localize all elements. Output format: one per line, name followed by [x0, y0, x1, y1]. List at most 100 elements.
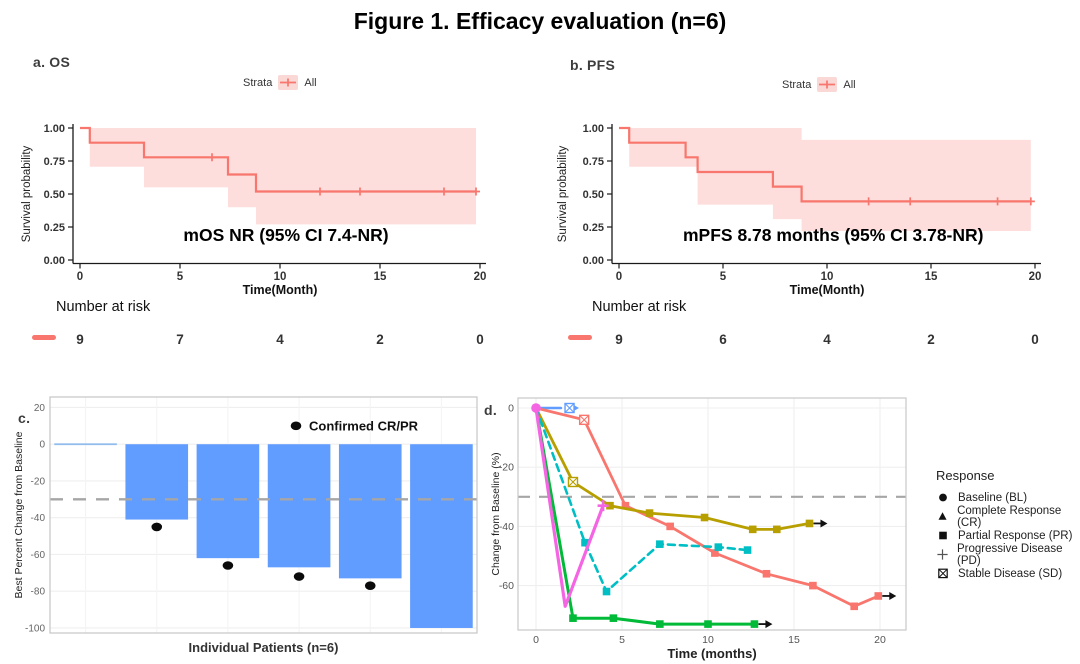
- x-axis-title: Time(Month): [790, 283, 865, 297]
- legend-item-square: Partial Response (PR): [936, 526, 1080, 545]
- marker-stable-disease-x: [579, 414, 590, 425]
- y-axis-title: Survival probability: [21, 145, 33, 242]
- legend-item-plus: Progressive Disease (PD): [936, 542, 1080, 567]
- marker-partial-response: [762, 569, 771, 578]
- marker-partial-response: [581, 538, 589, 547]
- marker-partial-response: [750, 620, 759, 628]
- y-tick-label: 1.00: [583, 123, 604, 135]
- plus-icon: [937, 549, 948, 560]
- km-curve: [619, 126, 1031, 203]
- square-icon: [939, 531, 947, 540]
- risk-number: 6: [719, 332, 727, 347]
- marker-partial-response: [711, 549, 719, 557]
- x-axis-title: Time (months): [667, 646, 756, 661]
- y-tick-label: 0: [508, 403, 514, 415]
- x-axis-title: Time(Month): [243, 283, 318, 297]
- x-tick-label: 10: [821, 271, 834, 283]
- ongoing-arrow-head: [765, 620, 773, 629]
- stable-disease-glyph-x: [938, 568, 948, 578]
- censor-mark: [472, 187, 480, 196]
- plot-frame: [517, 397, 907, 631]
- spider-chart: 0 5 10 15 20 0 -20 -40 -60 Time (months) Change fr…: [491, 382, 916, 664]
- x-tick-label: 5: [720, 271, 727, 283]
- x-tick-label: 15: [788, 634, 800, 646]
- legend-dot: [290, 421, 302, 431]
- y-tick-label: -80: [31, 587, 46, 598]
- partial-response-glyph: [939, 531, 947, 540]
- plot-frame: [49, 396, 478, 634]
- legend-label: Confirmed CR/PR: [309, 418, 419, 433]
- circle-icon: [939, 493, 947, 502]
- panel-a-letter: a.: [33, 54, 46, 70]
- marker-partial-response: [609, 614, 618, 622]
- strata-key-glyph: [817, 77, 838, 92]
- x-tick-label: 20: [874, 634, 886, 646]
- censor-mark: [906, 197, 915, 206]
- marker-partial-response: [874, 592, 883, 600]
- legend-item-label: Baseline (BL): [958, 491, 1028, 504]
- confirmed-response-dot: [222, 561, 234, 570]
- baseline-glyph: [939, 493, 947, 502]
- marker-partial-response: [569, 614, 577, 622]
- median-annotation: mOS NR (95% CI 7.4-NR): [183, 225, 388, 245]
- baseline-point: [531, 403, 541, 413]
- y-tick-label: -60: [31, 550, 46, 561]
- ongoing-arrow-head: [889, 591, 897, 600]
- confirmed-response-dot: [293, 572, 305, 581]
- censor-mark: [1026, 197, 1035, 206]
- km-curve: [80, 126, 476, 193]
- marker-partial-response: [850, 602, 858, 611]
- x-tick-label: 20: [1029, 271, 1042, 283]
- risk-number: 2: [927, 332, 935, 347]
- y-tick-label: 0.00: [583, 255, 604, 267]
- y-tick-label: 0.25: [44, 222, 65, 234]
- patient-5-pr-line: [534, 406, 756, 626]
- y-tick-label: 0.00: [44, 255, 65, 267]
- y-axis-title: Survival probability: [557, 145, 569, 242]
- waterfall-bar: [338, 444, 402, 579]
- ongoing-arrow-head: [820, 519, 828, 528]
- square_x-icon: [938, 568, 948, 579]
- marker-partial-response: [743, 546, 752, 554]
- x-tick-label: 15: [925, 271, 938, 283]
- censor-mark: [440, 187, 448, 196]
- risk-number: 7: [176, 332, 184, 347]
- y-tick-label: 0.25: [583, 222, 604, 234]
- x-tick-label: 0: [616, 271, 622, 283]
- marker-partial-response: [606, 501, 614, 510]
- marker-partial-response: [809, 581, 817, 590]
- x-tick-label: 0: [77, 271, 83, 283]
- spider-svg: 0 5 10 15 20 0 -20 -40 -60 Time (months) Change fr…: [491, 397, 907, 661]
- x-tick-label: 15: [374, 271, 387, 283]
- confirmed-response-dot: [364, 581, 376, 591]
- legend-item-label: Progressive Disease (PD): [957, 542, 1063, 567]
- x-tick-label: 10: [274, 271, 287, 283]
- marker-partial-response: [805, 519, 814, 528]
- marker-partial-response: [602, 587, 611, 596]
- panel-c-label: c.: [18, 410, 30, 426]
- risk-strata-dash: [32, 335, 56, 340]
- y-tick-label: 0.75: [44, 156, 65, 168]
- strata-label: Strata: [243, 76, 273, 89]
- strata-item-all: All: [304, 76, 317, 89]
- risk-number: 4: [823, 332, 831, 347]
- y-tick-label: 0.50: [583, 189, 604, 201]
- y-tick-label: -40: [499, 521, 514, 533]
- triangle-icon: [938, 512, 947, 520]
- panel-b-letter: b.: [570, 57, 584, 73]
- waterfall-bar: [125, 444, 189, 520]
- x-axis-title: Individual Patients (n=6): [189, 640, 339, 655]
- patient-3-pr-line: [534, 406, 811, 531]
- marker-partial-response: [645, 509, 654, 517]
- panel-d-label: d.: [484, 402, 497, 418]
- y-tick-label: -60: [499, 580, 514, 592]
- y-tick-label: 1.00: [44, 123, 65, 135]
- patient-4-pr-line: [534, 406, 749, 593]
- confidence-band: [629, 128, 1031, 231]
- y-tick-label: -20: [31, 476, 46, 487]
- risk-table-title: Number at risk: [592, 299, 687, 315]
- response-legend: Response Baseline (BL) Complete Response (…: [936, 468, 1080, 583]
- y-tick-label: 0: [39, 440, 45, 451]
- legend-item-label: Partial Response (PR): [958, 529, 1073, 542]
- censor-mark: [993, 197, 1002, 206]
